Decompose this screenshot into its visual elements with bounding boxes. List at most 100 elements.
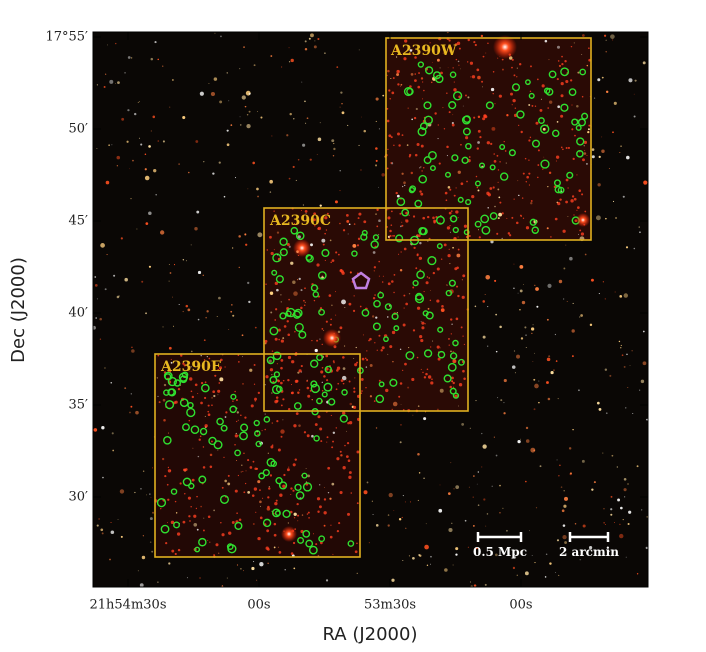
star xyxy=(310,33,314,38)
star xyxy=(554,217,558,221)
star xyxy=(438,162,441,165)
star xyxy=(484,583,487,586)
star xyxy=(405,211,408,215)
galaxy-circle xyxy=(285,310,292,317)
star xyxy=(116,155,121,160)
galaxy-circle xyxy=(389,378,398,387)
star xyxy=(257,111,258,112)
star xyxy=(451,380,454,383)
galaxy-circle xyxy=(170,488,178,495)
star xyxy=(387,69,390,73)
galaxy-circle xyxy=(165,400,175,410)
star xyxy=(190,390,193,393)
galaxy-circle xyxy=(449,352,458,360)
star xyxy=(219,100,223,104)
star xyxy=(419,335,423,339)
star xyxy=(148,265,152,268)
star xyxy=(446,92,448,94)
galaxy-circle xyxy=(341,389,348,396)
star xyxy=(387,316,389,318)
star xyxy=(623,488,627,492)
star xyxy=(363,490,368,495)
star xyxy=(497,188,500,191)
star xyxy=(399,382,403,385)
star xyxy=(266,529,270,533)
star xyxy=(313,299,316,302)
star xyxy=(341,111,345,115)
star xyxy=(436,299,440,303)
star xyxy=(498,212,503,217)
star xyxy=(264,339,268,343)
star xyxy=(209,465,213,469)
galaxy-circle xyxy=(294,483,302,492)
star xyxy=(447,253,451,258)
star xyxy=(317,510,320,513)
star xyxy=(393,144,395,147)
star xyxy=(353,405,357,409)
star xyxy=(404,184,406,186)
star xyxy=(252,523,255,525)
star xyxy=(194,227,198,231)
star xyxy=(503,140,505,143)
star xyxy=(138,101,140,103)
star xyxy=(232,314,235,317)
star xyxy=(391,330,396,335)
star xyxy=(595,215,601,221)
star xyxy=(473,475,475,477)
star xyxy=(403,247,407,251)
star xyxy=(482,55,485,58)
star xyxy=(301,81,303,83)
star xyxy=(169,272,172,274)
star xyxy=(539,465,542,468)
star xyxy=(332,155,335,157)
star xyxy=(290,493,292,496)
star xyxy=(237,474,240,477)
star xyxy=(317,137,322,142)
star xyxy=(449,231,451,233)
star xyxy=(134,491,136,494)
star xyxy=(565,79,569,84)
star xyxy=(190,350,193,353)
star xyxy=(497,397,499,399)
star xyxy=(381,281,384,283)
star xyxy=(451,376,454,380)
star xyxy=(387,148,389,151)
star xyxy=(247,459,250,462)
star xyxy=(625,556,627,558)
star xyxy=(353,390,356,393)
star xyxy=(269,235,272,239)
galaxy-circle xyxy=(181,371,189,379)
star xyxy=(354,377,356,379)
star xyxy=(401,172,404,175)
star xyxy=(236,420,238,423)
star xyxy=(477,129,481,133)
star xyxy=(447,492,451,496)
star xyxy=(167,432,169,434)
star xyxy=(212,172,215,175)
star xyxy=(240,471,243,473)
star xyxy=(454,394,458,398)
star xyxy=(317,554,320,557)
star xyxy=(398,144,401,147)
star xyxy=(417,499,419,502)
star xyxy=(450,210,453,212)
galaxy-circle xyxy=(401,208,410,217)
star xyxy=(499,484,501,487)
star xyxy=(638,226,640,228)
star xyxy=(310,243,313,247)
star xyxy=(175,512,178,514)
star xyxy=(94,276,97,278)
star xyxy=(548,355,551,358)
star xyxy=(423,290,425,293)
star xyxy=(485,52,487,54)
star xyxy=(395,48,399,51)
star xyxy=(316,339,319,342)
star xyxy=(335,251,338,254)
star xyxy=(525,480,527,483)
star xyxy=(293,512,297,516)
star xyxy=(451,323,453,325)
star xyxy=(214,32,216,34)
star xyxy=(557,201,561,206)
star xyxy=(348,302,352,306)
star xyxy=(448,46,453,50)
